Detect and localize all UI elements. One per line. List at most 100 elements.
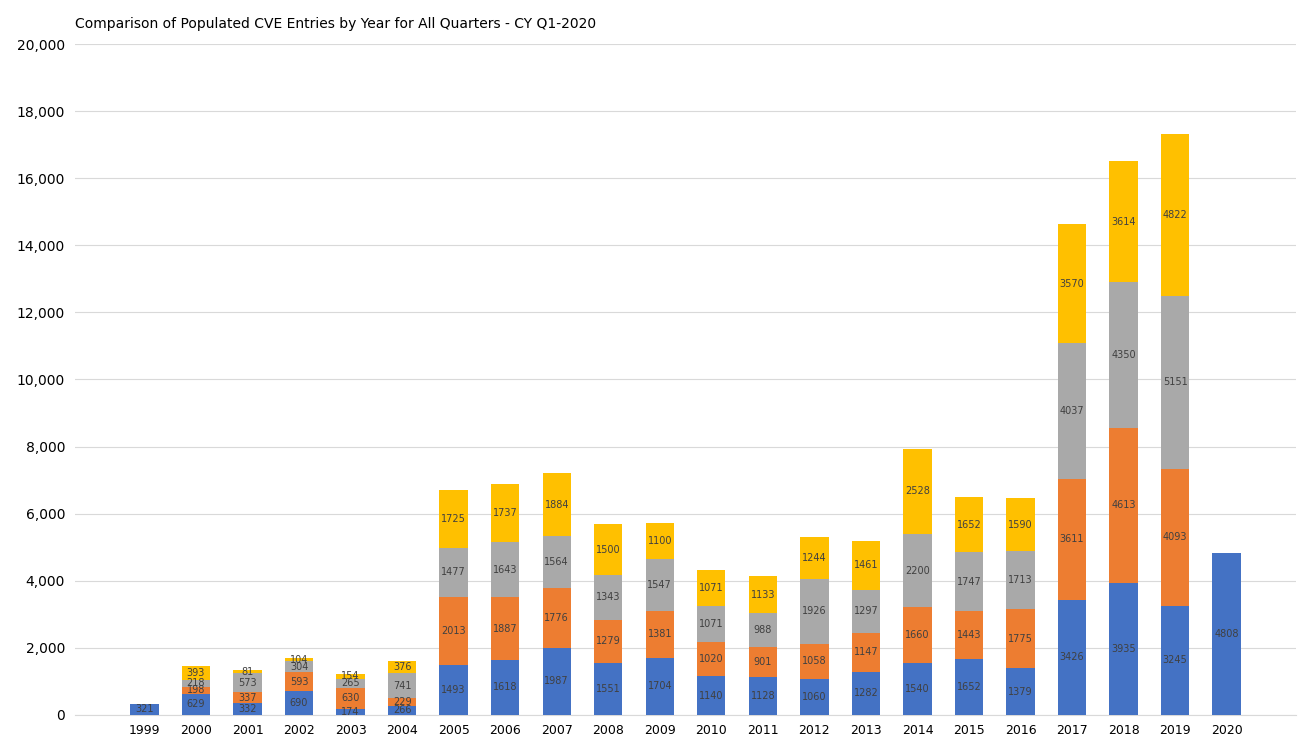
Text: 573: 573 [238, 678, 257, 688]
Text: 1071: 1071 [699, 584, 723, 593]
Bar [491, 484, 520, 542]
Bar [285, 661, 314, 672]
Bar [336, 673, 365, 679]
Bar [646, 657, 674, 715]
Bar [955, 611, 983, 659]
Bar [955, 659, 983, 715]
Bar [1161, 606, 1190, 715]
Text: 1725: 1725 [441, 513, 466, 524]
Bar [697, 606, 726, 642]
Text: 174: 174 [341, 706, 360, 717]
Bar [646, 611, 674, 657]
Text: 1493: 1493 [441, 685, 466, 694]
Bar [234, 670, 261, 673]
Text: 321: 321 [135, 704, 154, 714]
Text: 1100: 1100 [647, 536, 672, 546]
Bar [593, 575, 622, 620]
Text: 1776: 1776 [545, 613, 569, 624]
Text: 1343: 1343 [596, 592, 621, 602]
Text: 304: 304 [290, 661, 309, 672]
Bar [387, 706, 416, 715]
Text: 1244: 1244 [802, 553, 827, 563]
Bar [955, 497, 983, 553]
Bar [130, 703, 159, 715]
Text: 1987: 1987 [545, 676, 569, 686]
Text: 1590: 1590 [1008, 520, 1033, 530]
Text: 1461: 1461 [853, 560, 878, 570]
Text: 1775: 1775 [1008, 633, 1033, 644]
Text: 4350: 4350 [1111, 351, 1136, 360]
Text: 1020: 1020 [699, 654, 723, 664]
Bar [748, 677, 777, 715]
Bar [1006, 498, 1035, 551]
Bar [800, 679, 829, 715]
Text: 1660: 1660 [905, 630, 930, 640]
Text: 1618: 1618 [492, 682, 517, 692]
Bar [234, 692, 261, 703]
Text: 690: 690 [290, 698, 309, 708]
Bar [1058, 599, 1086, 715]
Bar [748, 575, 777, 614]
Bar [1006, 551, 1035, 609]
Bar [1006, 668, 1035, 715]
Text: 1547: 1547 [647, 581, 672, 590]
Text: 1737: 1737 [492, 508, 517, 518]
Bar [542, 648, 571, 715]
Bar [697, 571, 726, 606]
Bar [542, 473, 571, 536]
Bar [800, 538, 829, 579]
Bar [491, 542, 520, 597]
Bar [1058, 479, 1086, 599]
Bar [285, 658, 314, 661]
Bar [1161, 296, 1190, 469]
Bar [440, 664, 467, 715]
Text: 1477: 1477 [441, 567, 466, 578]
Text: 5151: 5151 [1163, 377, 1187, 388]
Bar [181, 694, 210, 715]
Text: 1564: 1564 [545, 557, 569, 567]
Bar [285, 672, 314, 691]
Text: 1379: 1379 [1008, 686, 1033, 697]
Text: 1071: 1071 [699, 619, 723, 630]
Bar [1161, 134, 1190, 296]
Bar [903, 534, 932, 608]
Text: 2528: 2528 [905, 486, 930, 496]
Text: 1551: 1551 [596, 684, 621, 694]
Bar [852, 633, 880, 672]
Text: 337: 337 [238, 693, 257, 703]
Bar [955, 553, 983, 611]
Bar [852, 541, 880, 590]
Bar [1109, 583, 1138, 715]
Text: 3611: 3611 [1060, 535, 1085, 544]
Bar [903, 663, 932, 715]
Bar [697, 676, 726, 715]
Bar [903, 449, 932, 534]
Bar [748, 647, 777, 677]
Text: 4093: 4093 [1163, 532, 1187, 542]
Text: 1128: 1128 [751, 691, 775, 700]
Text: 1147: 1147 [853, 648, 878, 657]
Bar [336, 688, 365, 709]
Text: 1713: 1713 [1008, 575, 1033, 585]
Text: 393: 393 [186, 668, 205, 678]
Text: 901: 901 [754, 657, 772, 667]
Bar [542, 589, 571, 648]
Text: 266: 266 [393, 705, 411, 715]
Text: 4808: 4808 [1215, 629, 1239, 639]
Text: 104: 104 [290, 654, 309, 665]
Bar [336, 679, 365, 688]
Bar [440, 490, 467, 547]
Text: Comparison of Populated CVE Entries by Year for All Quarters - CY Q1-2020: Comparison of Populated CVE Entries by Y… [75, 17, 596, 31]
Text: 1279: 1279 [596, 636, 621, 646]
Bar [852, 590, 880, 633]
Text: 1652: 1652 [957, 682, 981, 692]
Text: 4037: 4037 [1060, 406, 1085, 416]
Text: 1540: 1540 [905, 684, 930, 694]
Text: 593: 593 [290, 676, 309, 687]
Text: 218: 218 [186, 679, 205, 688]
Text: 3614: 3614 [1111, 217, 1136, 227]
Bar [181, 687, 210, 694]
Text: 1643: 1643 [492, 565, 517, 575]
Bar [593, 663, 622, 715]
Text: 629: 629 [186, 699, 205, 709]
